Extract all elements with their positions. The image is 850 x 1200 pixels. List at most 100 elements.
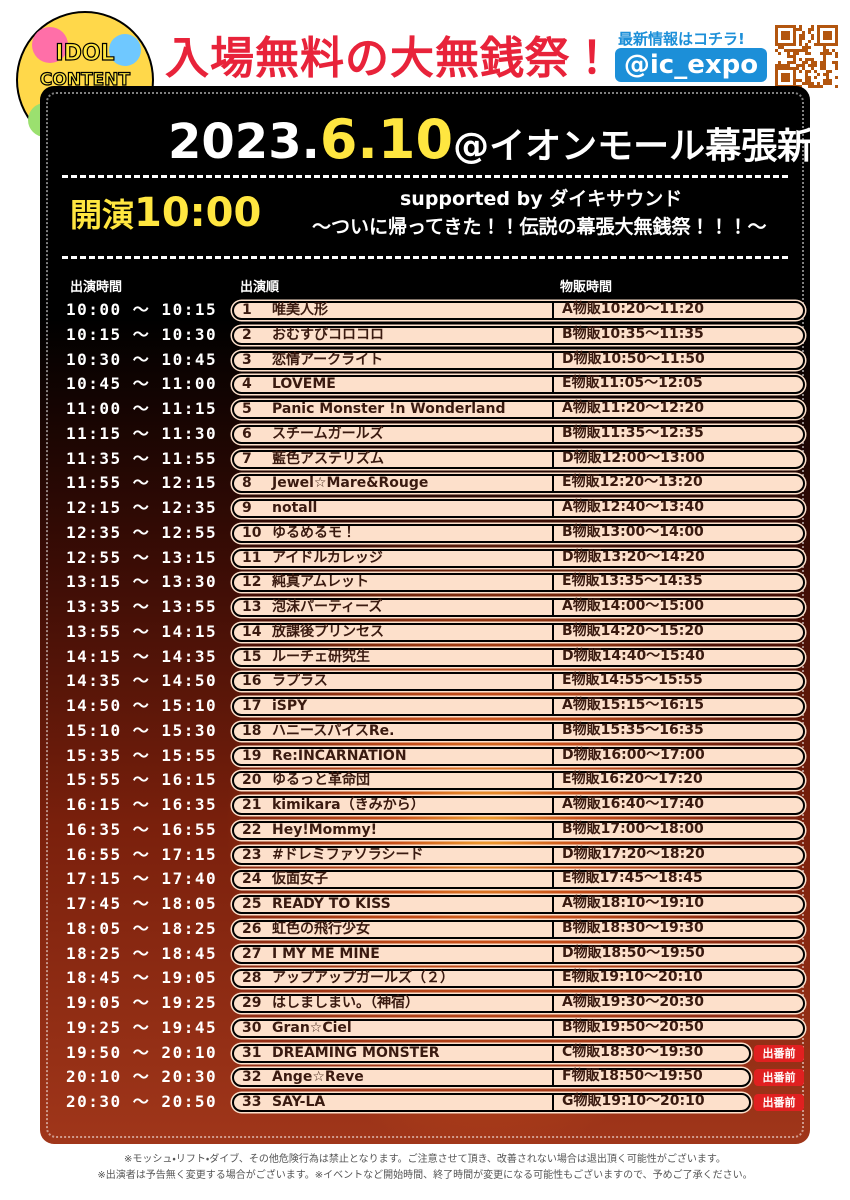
order: 26 <box>242 920 262 937</box>
schedule-row: 15:10 〜 15:30 18 ハニースパイスRe. B物販15:35〜16:35 <box>0 720 850 742</box>
divider <box>62 256 788 259</box>
act-name: 唯美人形 <box>272 302 328 318</box>
merch-time: D物販13:20〜14:20 <box>552 548 705 568</box>
merch-time: B物販11:35〜12:35 <box>552 424 704 444</box>
schedule-row: 19:25 〜 19:45 30 Gran☆Ciel B物販19:50〜20:50 <box>0 1017 850 1039</box>
qr-cell <box>784 76 787 79</box>
qr-cell <box>823 34 826 37</box>
badge: 出番前 <box>754 1044 804 1062</box>
act-name: ルーチェ研究生 <box>272 648 370 665</box>
act-pill: 31 DREAMING MONSTER C物販18:30〜19:30 <box>232 1043 751 1063</box>
schedule-row: 16:35 〜 16:55 22 Hey!Mommy! B物販17:00〜18:00 <box>0 819 850 841</box>
qr-cell <box>820 64 823 67</box>
merch-time: A物販14:00〜15:00 <box>552 598 704 617</box>
time: 17:45 〜 18:05 <box>66 894 218 913</box>
order: 13 <box>242 599 262 615</box>
qr-cell <box>775 25 778 28</box>
date-line: 2023.6.10@イオンモール幕張新都心 <box>168 110 850 177</box>
act-pill: 10 ゆるめるモ！ B物販13:00〜14:00 <box>232 523 805 543</box>
act-pill: 30 Gran☆Ciel B物販19:50〜20:50 <box>232 1018 805 1038</box>
merch-time: A物販12:40〜13:40 <box>552 499 704 518</box>
qr-cell <box>787 25 790 28</box>
time: 16:35 〜 16:55 <box>66 819 218 839</box>
qr-cell <box>775 37 778 40</box>
divider <box>62 175 788 178</box>
qr-cell <box>826 25 829 28</box>
schedule-row: 13:15 〜 13:30 12 純真アムレット E物販13:35〜14:35 <box>0 571 850 593</box>
time: 11:00 〜 11:15 <box>66 399 218 418</box>
schedule-row: 20:10 〜 20:30 32 Ange☆Reve F物販18:50〜19:50 出番… <box>0 1066 850 1088</box>
qr-cell <box>775 79 778 82</box>
qr-cell <box>829 25 832 28</box>
act-name: アイドルカレッジ <box>272 549 383 566</box>
qr-cell <box>787 76 790 79</box>
qr-cell <box>778 25 781 28</box>
act-name: Gran☆Ciel <box>272 1019 352 1036</box>
qr-cell <box>796 49 799 52</box>
act-pill: 26 虹色の飛行少女 B物販18:30〜19:30 <box>232 919 805 939</box>
qr-cell <box>829 43 832 46</box>
qr-cell <box>820 52 823 55</box>
qr-cell <box>787 79 790 82</box>
time: 10:15 〜 10:30 <box>66 324 218 344</box>
qr-cell <box>790 55 793 58</box>
open-time: 10:00 <box>134 190 262 236</box>
qr-cell <box>784 73 787 76</box>
qr-cell <box>823 46 826 49</box>
qr-cell <box>793 70 796 73</box>
qr-cell <box>829 37 832 40</box>
qr-cell <box>784 34 787 37</box>
qr-cell <box>781 34 784 37</box>
sponsor: supported by ダイキサウンド <box>400 188 683 210</box>
qr-cell <box>781 43 784 46</box>
qr-cell <box>808 64 811 67</box>
merch-time: D物販14:40〜15:40 <box>552 647 705 667</box>
act-pill: 11 アイドルカレッジ D物販13:20〜14:20 <box>232 548 805 568</box>
qr-cell <box>811 82 814 85</box>
qr-cell <box>787 64 790 67</box>
qr-cell <box>832 43 835 46</box>
act-name: Panic Monster !n Wonderland <box>272 401 506 417</box>
logo-text: IDOL <box>55 41 114 66</box>
qr-cell <box>787 67 790 70</box>
act-pill: 1 唯美人形 A物販10:20〜11:20 <box>232 301 805 320</box>
qr-cell <box>784 31 787 34</box>
time: 16:55 〜 17:15 <box>66 844 218 864</box>
qr-cell <box>790 25 793 28</box>
merch-time: A物販15:15〜16:15 <box>552 697 704 716</box>
col-header: 出演時間 <box>70 280 123 295</box>
act-name: アップアップガールズ（２） <box>272 970 454 987</box>
qr-cell <box>823 58 826 61</box>
schedule-row: 10:15 〜 10:30 2 おむすびコロコロ B物販10:35〜11:35 <box>0 324 850 346</box>
qr-cell <box>778 61 781 64</box>
qr-cell <box>793 37 796 40</box>
qr-cell <box>793 82 796 85</box>
time: 12:55 〜 13:15 <box>66 547 218 567</box>
qr-cell <box>784 43 787 46</box>
qr-cell <box>781 31 784 34</box>
col-header: 物販時間 <box>560 280 613 295</box>
order: 21 <box>242 797 262 813</box>
qr-cell <box>778 43 781 46</box>
qr-cell <box>811 61 814 64</box>
schedule-row: 13:55 〜 14:15 14 放課後プリンセス B物販14:20〜15:20 <box>0 621 850 643</box>
qr-cell <box>808 79 811 82</box>
act-name: notall <box>272 500 318 516</box>
qr-cell <box>817 31 820 34</box>
qr-cell <box>817 40 820 43</box>
act-pill: 33 SAY-LA G物販19:10〜20:10 <box>232 1093 751 1112</box>
qr-cell <box>835 37 838 40</box>
order: 24 <box>242 871 262 888</box>
act-pill: 9 notall A物販12:40〜13:40 <box>232 499 805 518</box>
time: 19:50 〜 20:10 <box>66 1042 218 1062</box>
order: 16 <box>242 673 262 690</box>
qr-cell <box>796 79 799 82</box>
time: 18:05 〜 18:25 <box>66 918 218 938</box>
time: 17:15 〜 17:40 <box>66 869 218 889</box>
act-pill: 27 I MY ME MINE D物販18:50〜19:50 <box>232 944 805 964</box>
qr-cell <box>826 37 829 40</box>
time: 12:15 〜 12:35 <box>66 498 218 517</box>
qr-cell <box>793 43 796 46</box>
qr-cell <box>835 40 838 43</box>
